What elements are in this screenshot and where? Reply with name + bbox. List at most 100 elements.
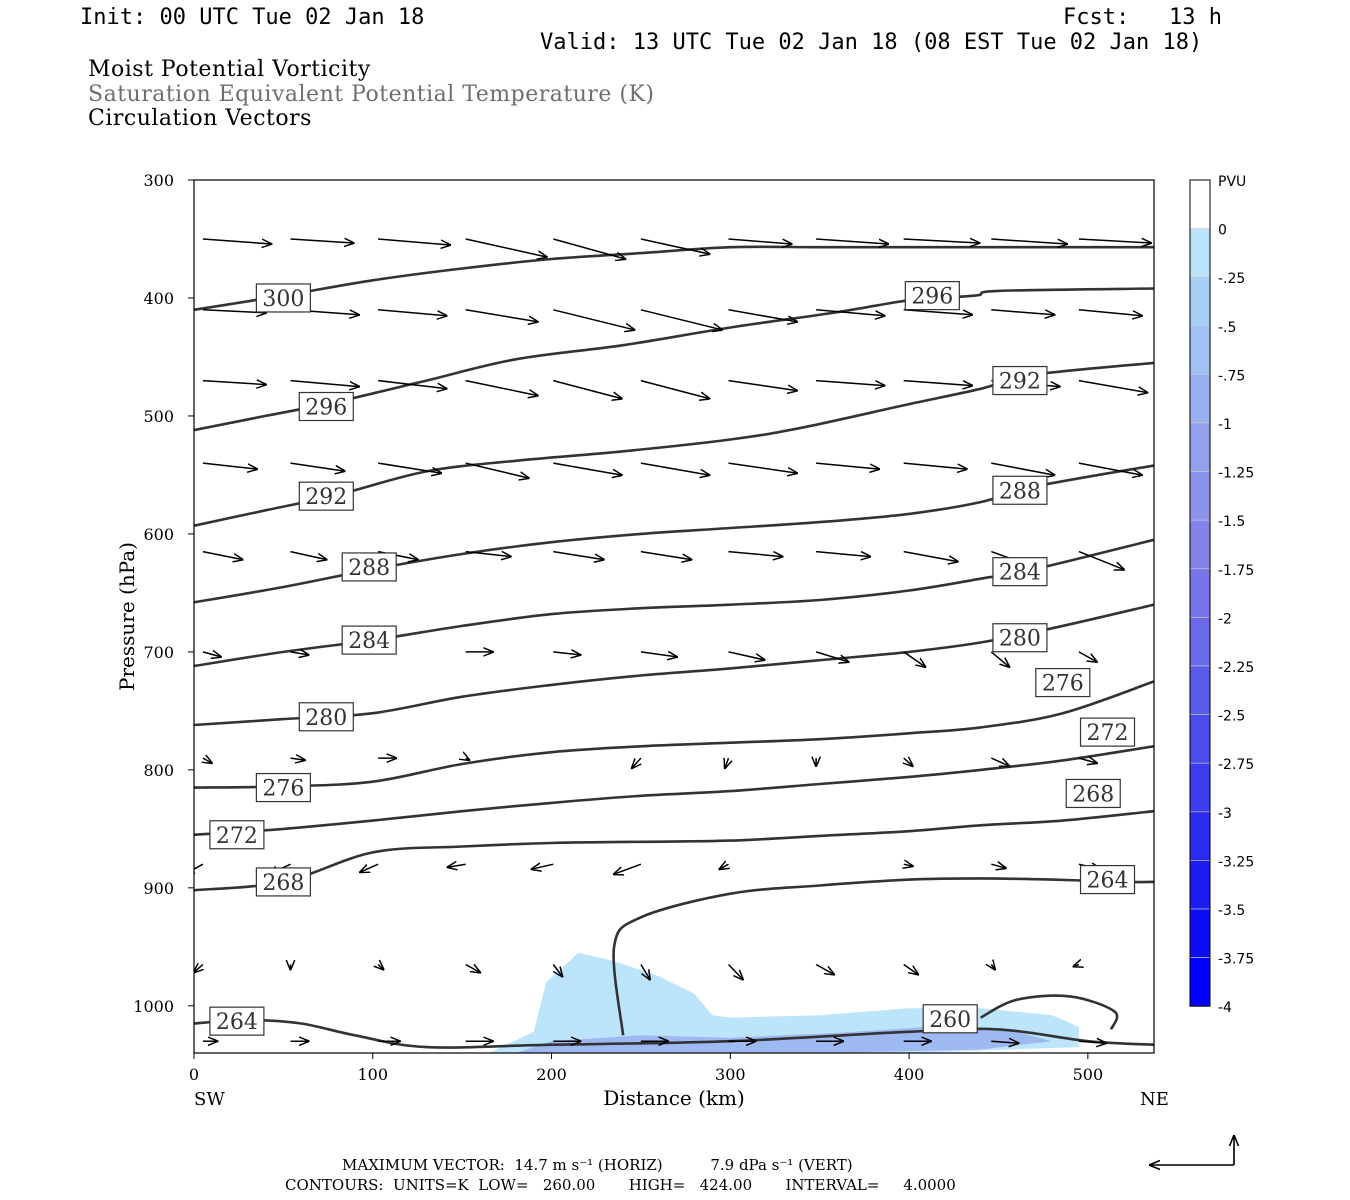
svg-text:280: 280 — [305, 706, 347, 731]
circulation-vector — [448, 864, 466, 867]
contour-label-288: 288 — [341, 552, 397, 582]
contours-note: CONTOURS: UNITS=K LOW= 260.00 HIGH= 424.… — [285, 1176, 956, 1194]
field-title-mpv: Moist Potential Vorticity — [88, 57, 371, 82]
circulation-vector — [816, 309, 884, 316]
x-tick-label: 300 — [715, 1065, 746, 1084]
circulation-vector — [903, 309, 972, 315]
circulation-vector — [465, 965, 480, 973]
colorbar-swatch — [1189, 665, 1211, 715]
colorbar-tick-label: -2.75 — [1218, 757, 1254, 773]
circulation-vector — [1078, 550, 1124, 570]
colorbar-tick-label: -4 — [1218, 1000, 1232, 1016]
svg-text:264: 264 — [216, 1010, 258, 1035]
contour-label-260: 260 — [922, 1004, 978, 1034]
colorbar-tick-label: 0 — [1218, 223, 1227, 239]
circulation-vector — [290, 239, 354, 243]
y-tick-label: 900 — [143, 879, 174, 898]
forecast-hour: Fcst: 13 h — [1063, 5, 1222, 30]
theta-contour-276 — [194, 680, 1154, 789]
contour-label-292: 292 — [992, 365, 1048, 396]
contour-label-300: 300 — [255, 283, 311, 313]
init-time: Init: 00 UTC Tue 02 Jan 18 — [80, 5, 425, 30]
colorbar-swatch — [1189, 714, 1211, 764]
x-tick-label: 0 — [189, 1065, 199, 1084]
circulation-vector — [194, 965, 203, 973]
circulation-vector — [1153, 758, 1154, 759]
circulation-vector — [1078, 651, 1097, 662]
colorbar-swatch — [1189, 519, 1211, 570]
circulation-vector — [1153, 380, 1154, 382]
colorbar-tick-label: -3.75 — [1218, 952, 1254, 968]
circulation-vector — [202, 310, 266, 313]
colorbar-swatch — [1189, 617, 1211, 667]
colorbar-tick-label: PVU — [1218, 174, 1246, 190]
colorbar-swatch — [1189, 276, 1211, 327]
circulation-vector — [552, 964, 562, 977]
circulation-vector — [816, 550, 870, 557]
circulation-vector — [640, 964, 650, 980]
theta-contour-264 — [194, 1018, 1154, 1049]
colorbar-tick-label: -.25 — [1218, 271, 1245, 287]
x-end-label-sw: SW — [194, 1089, 225, 1110]
svg-text:268: 268 — [1072, 782, 1114, 807]
circulation-vector — [903, 462, 967, 469]
mpv-fill-inner — [515, 1027, 1053, 1053]
circulation-vector — [903, 963, 918, 975]
circulation-vector — [991, 1041, 1018, 1043]
max-vector-note: MAXIMUM VECTOR: 14.7 m s⁻¹ (HORIZ) 7.9 d… — [342, 1156, 853, 1174]
circulation-vector — [1153, 651, 1154, 653]
circulation-vector — [991, 864, 1005, 868]
circulation-vector — [903, 379, 972, 386]
svg-text:288: 288 — [999, 479, 1041, 504]
contour-label-296: 296 — [298, 391, 354, 422]
svg-text:260: 260 — [929, 1008, 971, 1033]
contour-label-280: 280 — [298, 702, 354, 732]
contour-label-276: 276 — [255, 772, 311, 803]
circulation-vector — [725, 758, 729, 768]
colorbar-tick-label: -.75 — [1218, 368, 1245, 384]
circulation-vector — [1153, 1041, 1154, 1042]
contour-label-284: 284 — [341, 625, 397, 655]
circulation-vector — [728, 309, 797, 322]
circulation-vector — [202, 550, 243, 560]
circulation-vector — [903, 651, 926, 667]
theta-contour-268 — [194, 809, 1154, 892]
circulation-vector — [991, 238, 1067, 244]
circulation-vector — [991, 309, 1054, 315]
colorbar-tick-label: -1.75 — [1218, 563, 1254, 579]
contour-label-268: 268 — [1065, 778, 1121, 809]
circulation-vector — [1078, 1041, 1106, 1043]
circulation-vector — [1078, 758, 1097, 763]
field-title-theta: Saturation Equivalent Potential Temperat… — [88, 82, 655, 107]
circulation-vector — [640, 652, 677, 657]
y-tick-label: 1000 — [133, 997, 174, 1016]
svg-text:272: 272 — [216, 824, 258, 849]
svg-text:292: 292 — [999, 370, 1041, 395]
circulation-vector — [815, 651, 848, 662]
colorbar-swatch — [1189, 860, 1211, 910]
colorbar-tick-label: -2.25 — [1218, 660, 1254, 676]
field-title-vectors: Circulation Vectors — [88, 106, 312, 131]
circulation-vector — [1078, 462, 1142, 475]
svg-text:280: 280 — [999, 627, 1041, 652]
circulation-vector — [378, 379, 446, 389]
circulation-vector — [1078, 379, 1147, 393]
circulation-vector — [378, 238, 450, 245]
circulation-vector — [728, 550, 783, 557]
x-end-label-ne: NE — [1140, 1089, 1169, 1110]
circulation-vector — [202, 381, 266, 385]
svg-text:284: 284 — [348, 629, 390, 654]
circulation-vector — [290, 379, 359, 387]
theta-contour-280 — [194, 603, 1154, 727]
circulation-vector — [728, 462, 797, 473]
circulation-vector — [378, 965, 383, 970]
contour-label-296: 296 — [904, 281, 960, 311]
circulation-vector — [903, 239, 980, 243]
circulation-vector — [816, 462, 879, 469]
y-tick-label: 300 — [143, 171, 174, 190]
circulation-vector — [1153, 864, 1154, 865]
svg-text:288: 288 — [348, 556, 390, 581]
contour-label-272: 272 — [1079, 717, 1136, 747]
circulation-vector — [816, 379, 884, 386]
